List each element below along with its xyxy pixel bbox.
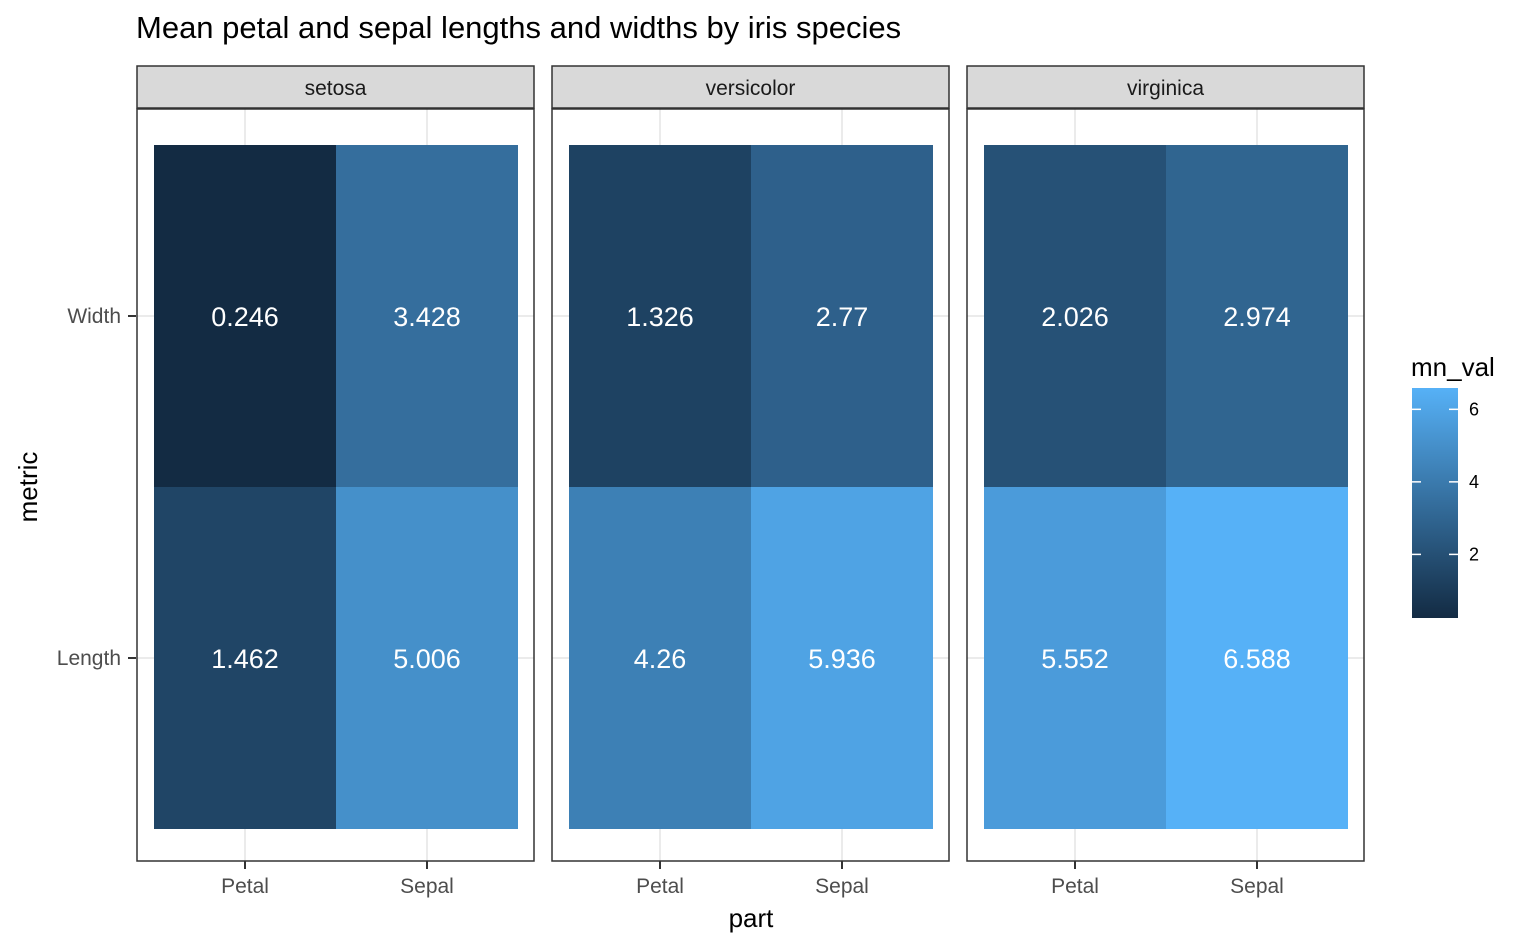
facet-strip-label: virginica bbox=[1127, 77, 1204, 100]
tile-virginica-sepal-width bbox=[1166, 145, 1348, 487]
tile-label-versicolor-sepal-width: 2.77 bbox=[816, 302, 869, 332]
panel-border bbox=[551, 108, 950, 862]
tile-setosa-sepal-width bbox=[336, 145, 518, 487]
facet-strip bbox=[136, 65, 535, 109]
tile-label-virginica-petal-length: 5.552 bbox=[1041, 644, 1109, 674]
panel-border bbox=[966, 108, 1365, 862]
y-axis-title: metric bbox=[13, 452, 43, 523]
tile-setosa-petal-width bbox=[154, 145, 336, 487]
facet-strip bbox=[551, 65, 950, 109]
legend-tick-label: 6 bbox=[1469, 399, 1479, 419]
facet-strip bbox=[966, 65, 1365, 109]
color-legend: mn_val 2 4 6 bbox=[1411, 352, 1495, 618]
legend-title: mn_val bbox=[1411, 352, 1495, 382]
legend-tick-label: 4 bbox=[1469, 472, 1479, 492]
tile-label-setosa-petal-width: 0.246 bbox=[211, 302, 279, 332]
tile-versicolor-sepal-width bbox=[751, 145, 933, 487]
x-tick-label-sepal: Sepal bbox=[400, 875, 454, 898]
tile-setosa-petal-length bbox=[154, 487, 336, 829]
y-tick-label-width: Width bbox=[67, 305, 121, 328]
legend-tick-label: 2 bbox=[1469, 544, 1479, 564]
x-tick-label-sepal: Sepal bbox=[1230, 875, 1284, 898]
tile-versicolor-sepal-length bbox=[751, 487, 933, 829]
x-tick-label-petal: Petal bbox=[1051, 875, 1099, 898]
x-tick-label-petal: Petal bbox=[636, 875, 684, 898]
facet-panel-setosa: 1.462 0.246 5.006 3.428 setosa Petal Sepal bbox=[136, 65, 535, 898]
chart-title: Mean petal and sepal lengths and widths … bbox=[136, 10, 901, 45]
facet-strip-label: versicolor bbox=[706, 77, 796, 100]
tile-label-virginica-sepal-length: 6.588 bbox=[1223, 644, 1291, 674]
tile-versicolor-petal-width bbox=[569, 145, 751, 487]
tile-label-versicolor-sepal-length: 5.936 bbox=[808, 644, 876, 674]
tile-virginica-petal-length bbox=[984, 487, 1166, 829]
x-tick-label-sepal: Sepal bbox=[815, 875, 869, 898]
tile-label-setosa-sepal-width: 3.428 bbox=[393, 302, 461, 332]
tile-versicolor-petal-length bbox=[569, 487, 751, 829]
tile-setosa-sepal-length bbox=[336, 487, 518, 829]
facet-strip-label: setosa bbox=[305, 77, 367, 100]
tile-label-versicolor-petal-length: 4.26 bbox=[634, 644, 687, 674]
x-tick-label-petal: Petal bbox=[221, 875, 269, 898]
tile-label-setosa-petal-length: 1.462 bbox=[211, 644, 279, 674]
tile-label-versicolor-petal-width: 1.326 bbox=[626, 302, 694, 332]
y-tick-label-length: Length bbox=[57, 647, 121, 670]
tile-virginica-sepal-length bbox=[1166, 487, 1348, 829]
tile-label-virginica-petal-width: 2.026 bbox=[1041, 302, 1109, 332]
tile-virginica-petal-width bbox=[984, 145, 1166, 487]
legend-colorbar bbox=[1412, 388, 1458, 618]
tile-label-setosa-sepal-length: 5.006 bbox=[393, 644, 461, 674]
facet-panel-versicolor: 4.26 1.326 5.936 2.77 versicolor Petal Sepal bbox=[551, 65, 950, 898]
tile-label-virginica-sepal-width: 2.974 bbox=[1223, 302, 1291, 332]
panel-border bbox=[136, 108, 535, 862]
x-axis-title: part bbox=[729, 903, 775, 933]
facet-panel-virginica: 5.552 2.026 6.588 2.974 virginica Petal Sepal bbox=[966, 65, 1365, 898]
